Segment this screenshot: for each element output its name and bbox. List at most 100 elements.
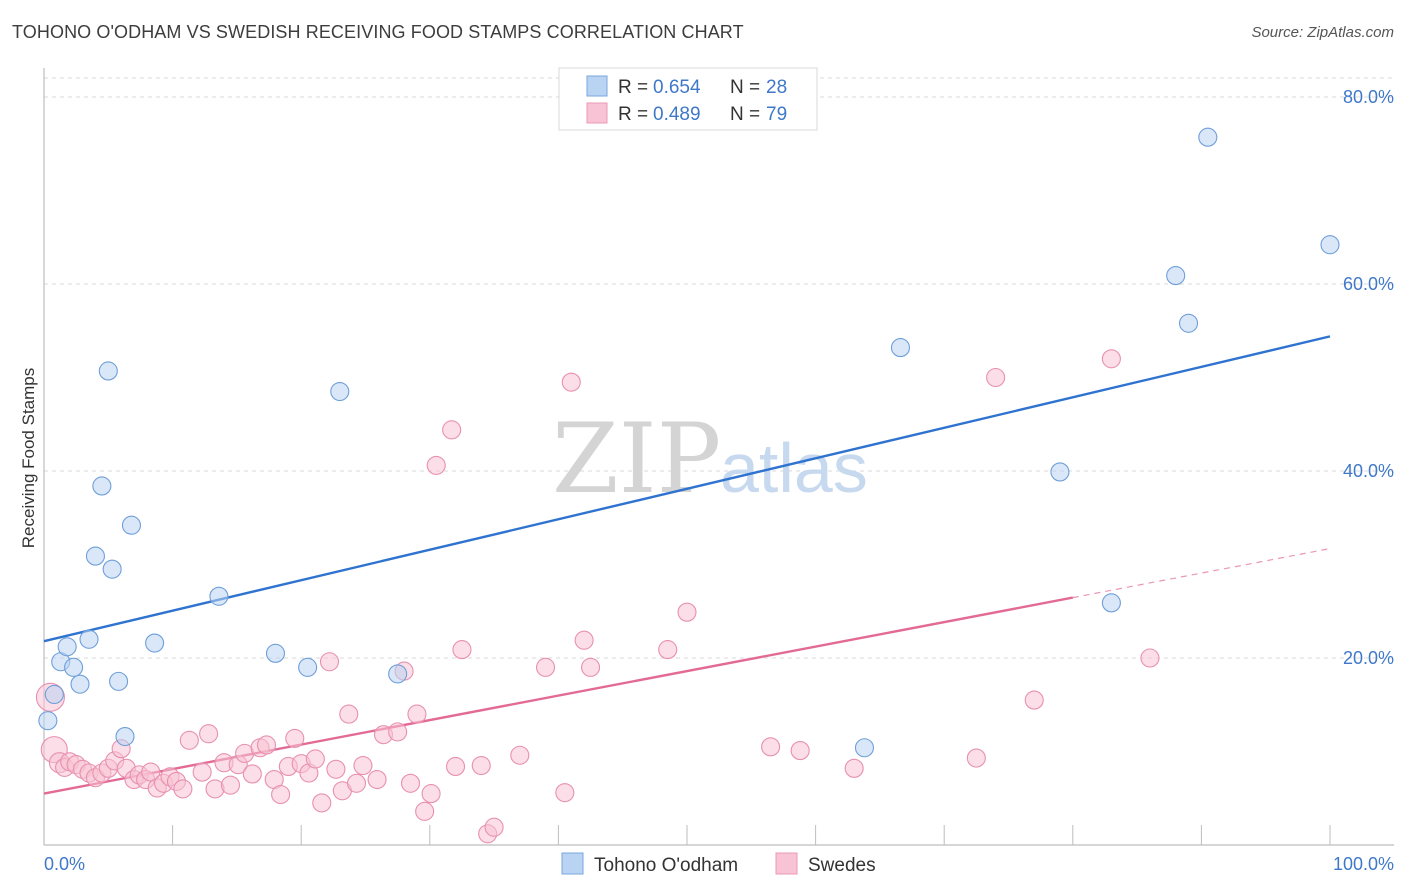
tohono-point bbox=[121, 515, 141, 535]
watermark: ZIP atlas bbox=[552, 403, 868, 515]
tohono-points bbox=[38, 127, 1340, 758]
swedes-point bbox=[400, 773, 421, 793]
swedes-point bbox=[339, 704, 359, 724]
swedes-point bbox=[173, 779, 193, 799]
swedes-point bbox=[677, 602, 697, 622]
legend-swatch-tohono bbox=[586, 75, 608, 97]
swedes-point bbox=[388, 722, 408, 742]
swedes-point bbox=[561, 372, 581, 392]
watermark-atlas-text: atlas bbox=[720, 429, 868, 507]
y-tick-label-40: 40.0% bbox=[1343, 461, 1394, 481]
swedes-point bbox=[471, 755, 491, 776]
tohono-point bbox=[98, 361, 118, 381]
y-axis-title: Receiving Food Stamps bbox=[19, 368, 38, 548]
tohono-point bbox=[298, 657, 318, 677]
tohono-point bbox=[57, 637, 77, 657]
tohono-point bbox=[1198, 127, 1218, 147]
swedes-point bbox=[844, 758, 864, 778]
swedes-point bbox=[574, 630, 594, 650]
tohono-point bbox=[38, 711, 58, 731]
swedes-point bbox=[179, 730, 199, 750]
y-tick-label-80: 80.0% bbox=[1343, 87, 1394, 107]
source-label: Source: ZipAtlas.com bbox=[1251, 24, 1394, 41]
swedes-point bbox=[199, 724, 219, 744]
swedes-point bbox=[220, 775, 241, 795]
watermark-zip-text: ZIP bbox=[552, 403, 721, 515]
tohono-point bbox=[92, 476, 112, 496]
tohono-point bbox=[890, 338, 911, 358]
swedes-point bbox=[790, 741, 810, 761]
tohono-point bbox=[145, 633, 165, 653]
tohono-point bbox=[64, 657, 84, 677]
swedes-point bbox=[452, 640, 472, 660]
bottom-legend-swatch-tohono bbox=[561, 852, 584, 875]
tohono-point bbox=[1050, 462, 1070, 482]
tohono-point bbox=[44, 684, 64, 705]
legend-n-value-swedes: 79 bbox=[766, 104, 787, 125]
legend-n-value-tohono: 28 bbox=[766, 77, 787, 98]
swedes-point bbox=[442, 420, 462, 440]
legend-r-value-swedes: 0.489 bbox=[653, 104, 701, 125]
tohono-point bbox=[330, 381, 350, 402]
swedes-point bbox=[580, 657, 601, 677]
legend-swatch-swedes bbox=[586, 102, 608, 124]
x-tick-label-min: 0.0% bbox=[44, 854, 85, 874]
tohono-point bbox=[79, 629, 99, 649]
swedes-point bbox=[242, 764, 262, 784]
x-tick-labels: 0.0% 100.0% bbox=[44, 854, 1394, 874]
tohono-point bbox=[388, 664, 408, 684]
swedes-point bbox=[346, 773, 367, 793]
legend-r-label-swedes: R = bbox=[618, 104, 648, 125]
swedes-point bbox=[658, 640, 678, 660]
legend-n-label-swedes: N = bbox=[730, 104, 760, 125]
chart-title: TOHONO O'ODHAM VS SWEDISH RECEIVING FOOD… bbox=[12, 22, 744, 42]
y-tick-labels: 20.0% 40.0% 60.0% 80.0% bbox=[1343, 87, 1394, 668]
bottom-legend-swatch-swedes bbox=[775, 852, 798, 875]
legend-r-value-tohono: 0.654 bbox=[653, 77, 701, 98]
swedes-point bbox=[421, 784, 441, 804]
swedes-point bbox=[426, 455, 446, 475]
trend-line-swedes-extension bbox=[1072, 548, 1331, 599]
swedes-point bbox=[353, 755, 373, 776]
legend-n-label-tohono: N = bbox=[730, 77, 760, 98]
swedes-point bbox=[445, 756, 466, 777]
axes bbox=[43, 68, 1394, 846]
swedes-point bbox=[256, 735, 277, 755]
tohono-point bbox=[1166, 266, 1186, 286]
swedes-point bbox=[192, 762, 212, 782]
swedes-point bbox=[319, 652, 340, 672]
swedes-point bbox=[1024, 690, 1044, 710]
x-tick-label-max: 100.0% bbox=[1333, 854, 1394, 874]
swedes-point bbox=[555, 783, 575, 803]
swedes-point bbox=[761, 737, 781, 757]
tohono-point bbox=[102, 559, 122, 579]
tohono-point bbox=[70, 674, 90, 694]
swedes-point bbox=[326, 759, 346, 779]
swedes-point bbox=[535, 657, 556, 677]
y-tick-label-20: 20.0% bbox=[1343, 648, 1394, 668]
tohono-point bbox=[115, 726, 135, 747]
tohono-point bbox=[1101, 593, 1121, 613]
bottom-legend-label-tohono: Tohono O'odham bbox=[594, 855, 738, 876]
tohono-point bbox=[854, 738, 875, 758]
swedes-point bbox=[510, 745, 530, 765]
y-tick-label-60: 60.0% bbox=[1343, 274, 1394, 294]
bottom-legend-label-swedes: Swedes bbox=[808, 855, 876, 876]
legend-bottom: Tohono O'odham Swedes bbox=[561, 852, 876, 876]
swedes-point bbox=[271, 784, 291, 805]
swedes-point bbox=[1140, 648, 1160, 668]
legend-top: R = 0.654 N = 28 R = 0.489 N = 79 bbox=[558, 67, 818, 131]
swedes-point bbox=[415, 801, 435, 821]
swedes-point bbox=[986, 367, 1006, 388]
swedes-point bbox=[285, 728, 305, 748]
tohono-point bbox=[209, 586, 229, 606]
swedes-point bbox=[1101, 349, 1121, 369]
swedes-point bbox=[407, 704, 427, 724]
swedes-point bbox=[966, 748, 986, 768]
swedes-point bbox=[312, 793, 332, 813]
tohono-point bbox=[265, 643, 286, 663]
swedes-point bbox=[367, 769, 387, 790]
swedes-point bbox=[305, 749, 325, 769]
swedes-points bbox=[35, 349, 1160, 844]
